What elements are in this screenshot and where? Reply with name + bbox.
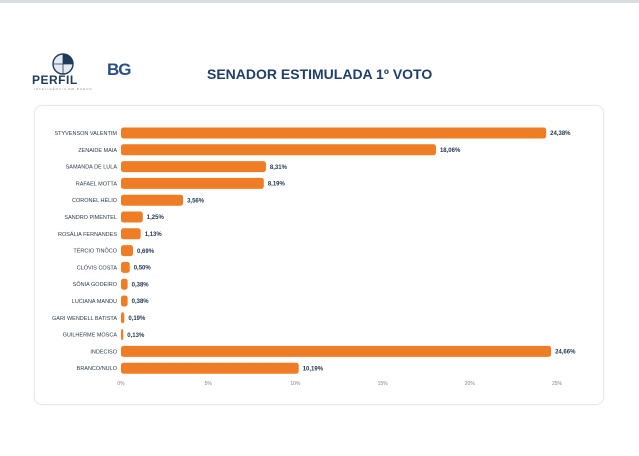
value-label: 0,38%: [132, 299, 150, 305]
bar: [121, 245, 134, 257]
value-label: 3,56%: [187, 198, 205, 204]
bar: [121, 362, 299, 374]
category-label: SANDRO PIMENTEL: [64, 215, 117, 221]
category-label: TÉRCIO TINÔCO: [73, 248, 117, 255]
chart-panel: STYVENSON VALENTIM 24,38% ZENAIDE MAIA 18,0…: [34, 105, 604, 405]
top-border: [0, 0, 639, 3]
category-label: ROSÁLIA FERNANDES: [58, 231, 117, 238]
perfil-wordmark: PERFIL: [32, 73, 78, 87]
bar: [121, 228, 141, 240]
value-label: 1,25%: [147, 215, 165, 221]
value-label: 0,69%: [137, 249, 155, 255]
x-tick-label: 15%: [378, 381, 389, 387]
bar: [121, 144, 436, 156]
value-label: 0,19%: [128, 316, 146, 322]
x-tick-label: 5%: [205, 381, 213, 387]
perfil-logo: PERFIL INTELIGÊNCIA EM DADOS: [32, 53, 93, 91]
bar: [121, 329, 124, 341]
globe-icon: [52, 53, 74, 75]
bar: [121, 278, 128, 290]
x-tick-label: 10%: [290, 381, 301, 387]
bar: [121, 194, 184, 206]
x-tick-label: 20%: [465, 381, 476, 387]
category-label: INDECISO: [90, 349, 117, 355]
bar: [121, 261, 130, 273]
category-label: LUCIANA MANDU: [72, 299, 117, 305]
category-label: SAMANDA DE LULA: [66, 165, 118, 171]
category-label: RAFAEL MOTTA: [76, 181, 118, 187]
category-label: SÔNIA GODEIRO: [73, 281, 118, 288]
category-label: ZENAIDE MAIA: [78, 148, 117, 154]
value-label: 8,31%: [270, 165, 288, 171]
bar: [121, 211, 143, 223]
category-label: STYVENSON VALENTIM: [54, 131, 117, 137]
bar: [121, 161, 266, 173]
value-label: 10,19%: [303, 366, 324, 372]
value-label: 0,38%: [132, 282, 150, 288]
value-label: 18,06%: [440, 148, 461, 154]
value-label: 24,66%: [555, 350, 576, 356]
value-label: 1,13%: [145, 232, 163, 238]
value-label: 0,50%: [134, 266, 152, 272]
bg-logo: BG: [107, 60, 131, 79]
bar: [121, 177, 264, 189]
category-label: BRANCO/NULO: [77, 366, 118, 372]
bar: [121, 295, 128, 307]
x-tick-label: 25%: [552, 381, 563, 387]
bar: [121, 127, 547, 139]
category-label: GARI WENDELL BATISTA: [52, 316, 117, 322]
bar-chart: STYVENSON VALENTIM 24,38% ZENAIDE MAIA 18,0…: [52, 127, 576, 387]
bar: [121, 345, 552, 357]
value-label: 8,19%: [268, 182, 286, 188]
category-label: GUILHERME MOSCA: [63, 333, 118, 339]
chart-title: SENADOR ESTIMULADA 1º VOTO: [207, 66, 433, 82]
perfil-tagline: INTELIGÊNCIA EM DADOS: [34, 87, 93, 91]
category-label: CLÓVIS COSTA: [77, 264, 118, 271]
x-tick-label: 0%: [117, 381, 125, 387]
value-label: 24,38%: [550, 131, 571, 137]
bar: [121, 312, 125, 324]
value-label: 0,13%: [127, 333, 145, 339]
category-label: CORONEL HÉLIO: [72, 197, 118, 204]
